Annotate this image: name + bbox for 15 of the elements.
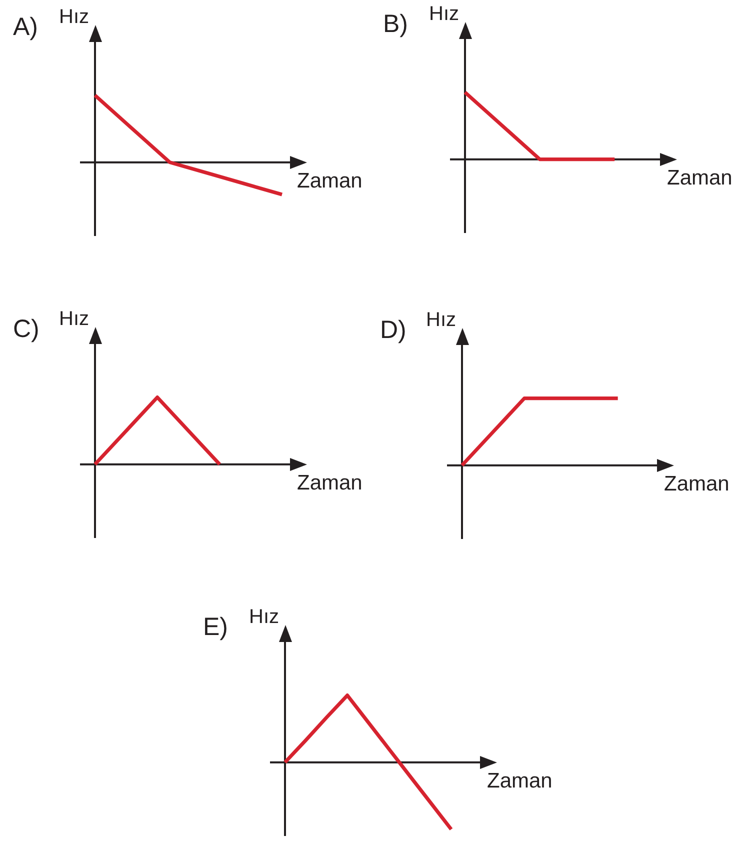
y-axis-title: Hız — [429, 3, 459, 25]
chart-title: B) — [383, 10, 408, 38]
x-axis-title: Zaman — [297, 169, 362, 192]
chart-title: A) — [13, 13, 38, 41]
y-axis-title: Hız — [426, 309, 456, 331]
chart-title: C) — [13, 315, 40, 343]
chart-title: D) — [380, 316, 406, 344]
y-axis-title: Hız — [59, 308, 89, 330]
y-axis-title: Hız — [249, 606, 279, 628]
x-axis-title: Zaman — [664, 472, 730, 496]
y-axis-title: Hız — [59, 6, 89, 28]
x-axis-title: Zaman — [667, 166, 732, 190]
chart-title: E) — [203, 613, 228, 641]
x-axis-title: Zaman — [297, 471, 362, 494]
x-axis-title: Zaman — [487, 769, 552, 792]
